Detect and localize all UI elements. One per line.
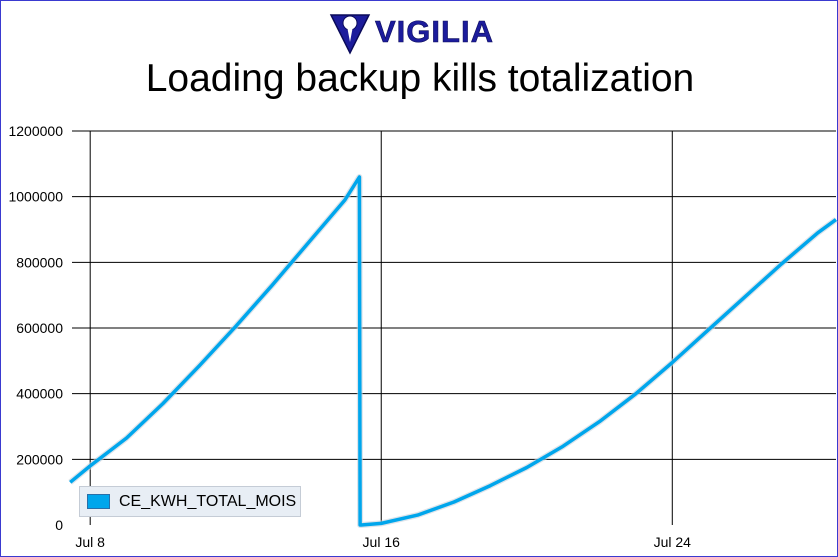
y-tick-label: 200000 [16, 451, 63, 467]
y-tick-label: 0 [55, 517, 63, 533]
legend-swatch [87, 494, 110, 509]
series-line-shadow [68, 174, 838, 528]
y-tick-label: 1200000 [8, 123, 63, 139]
legend-label: CE_KWH_TOTAL_MOIS [119, 492, 297, 510]
y-tick-label: 600000 [16, 320, 63, 336]
logo-text: VIGILIA [375, 14, 494, 50]
vigilia-logo: VIGILIA [327, 9, 494, 55]
x-tick-label: Jul 24 [654, 534, 692, 550]
x-tick-label: Jul 16 [363, 534, 401, 550]
y-tick-label: 1000000 [8, 189, 63, 205]
chart-title: Loading backup kills totalization [145, 57, 695, 100]
y-tick-label: 800000 [16, 254, 63, 270]
chart-legend[interactable]: CE_KWH_TOTAL_MOIS [79, 486, 301, 517]
x-tick-label: Jul 8 [75, 534, 105, 550]
y-tick-label: 400000 [16, 386, 63, 402]
shield-lock-icon [329, 14, 371, 55]
series-line [69, 175, 838, 527]
